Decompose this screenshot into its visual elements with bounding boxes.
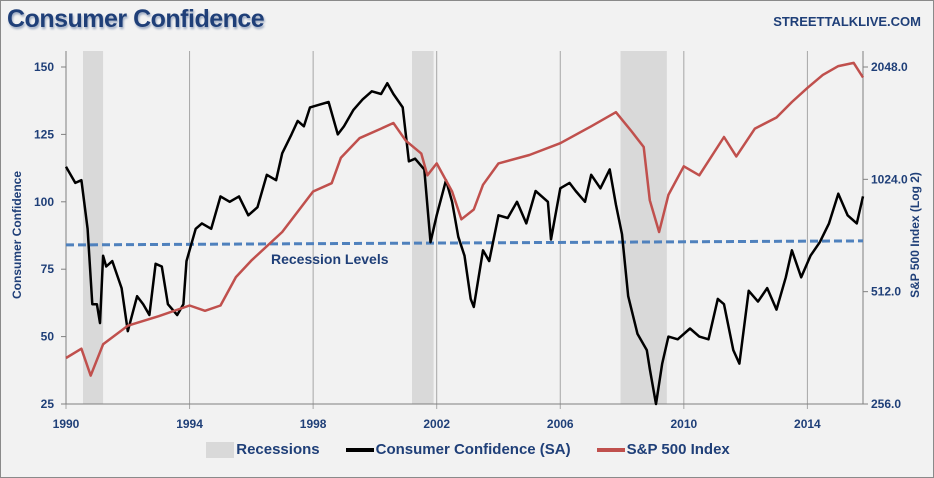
legend-label: S&P 500 Index (626, 441, 730, 458)
recession-band (411, 51, 434, 404)
x-tick-label: 2010 (670, 417, 697, 431)
x-tick-label: 2014 (794, 417, 821, 431)
y2-tick-label: 256.0 (871, 397, 901, 411)
y2-tick-label: 1024.0 (871, 172, 908, 186)
y2-tick-label: 2048.0 (871, 60, 908, 74)
y-tick-label: 25 (41, 397, 55, 411)
y2-tick-label: 512.0 (871, 285, 901, 299)
legend-swatch-cc (345, 447, 374, 452)
x-tick-label: 1998 (300, 417, 327, 431)
x-tick-label: 2002 (423, 417, 450, 431)
legend-label: Consumer Confidence (SA) (375, 441, 571, 458)
legend-label: Recessions (236, 441, 320, 458)
legend: Recessions Consumer Confidence (SA) S&P … (1, 441, 933, 458)
x-tick-label: 2006 (547, 417, 574, 431)
legend-item-recessions: Recessions (206, 441, 320, 458)
y-tick-label: 75 (41, 262, 55, 276)
x-tick-label: 1994 (176, 417, 203, 431)
y-axis-label: Consumer Confidence (10, 171, 24, 299)
recession-level-label: Recession Levels (271, 251, 389, 267)
recession-level-line (65, 239, 864, 247)
chart-title: Consumer Confidence (7, 5, 265, 33)
y-tick-label: 100 (34, 195, 54, 209)
sp500-line (65, 61, 865, 377)
x-tick-label: 1990 (53, 417, 80, 431)
brand-watermark: STREETTALKLIVE.COM (773, 14, 921, 29)
legend-swatch-recessions (206, 441, 235, 458)
y-tick-label: 50 (41, 330, 55, 344)
legend-item-sp500: S&P 500 Index (596, 441, 730, 458)
legend-item-consumer-confidence: Consumer Confidence (SA) (345, 441, 571, 458)
y-tick-label: 125 (34, 127, 54, 141)
y-tick-label: 150 (34, 60, 54, 74)
y2-axis-label: S&P 500 Index (Log 2) (908, 172, 922, 298)
legend-swatch-sp500 (596, 447, 625, 452)
